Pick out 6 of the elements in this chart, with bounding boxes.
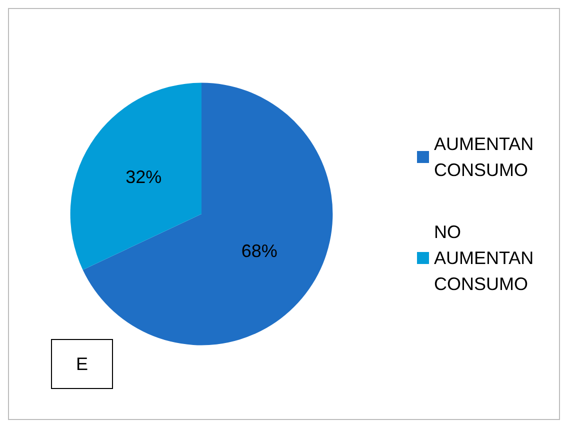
text: E [76,354,88,374]
category-label: NO [434,222,461,242]
data-label: 68% [241,240,278,261]
slice-label: AUMENTAN CONSUMO [434,248,539,294]
legend-label: AUMENTAN CONSUMO [434,134,539,180]
data-label: 32% [126,167,162,188]
